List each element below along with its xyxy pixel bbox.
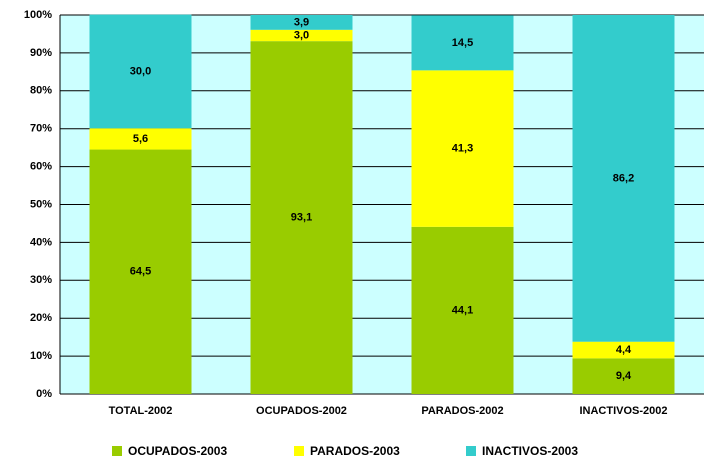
y-tick-label: 40%	[30, 236, 52, 248]
value-label: 64,5	[130, 266, 151, 278]
value-label: 4,4	[616, 344, 632, 356]
x-tick-label: OCUPADOS-2002	[256, 405, 347, 417]
value-label: 93,1	[291, 211, 312, 223]
y-tick-label: 70%	[30, 123, 52, 135]
value-label: 30,0	[130, 65, 151, 77]
x-tick-label: TOTAL-2002	[109, 405, 173, 417]
bar-segment	[572, 341, 675, 359]
value-label: 41,3	[452, 143, 473, 155]
bar-segment	[411, 226, 514, 394]
value-label: 3,9	[294, 16, 309, 28]
value-label: 9,4	[616, 370, 632, 382]
bar-segment	[89, 14, 192, 129]
x-tick-label: PARADOS-2002	[421, 405, 503, 417]
y-tick-label: 30%	[30, 274, 52, 286]
value-label: 3,0	[294, 29, 309, 41]
value-label: 44,1	[452, 304, 473, 316]
y-tick-label: 80%	[30, 85, 52, 97]
value-label: 86,2	[613, 172, 634, 184]
legend-swatch	[112, 446, 122, 456]
y-tick-label: 90%	[30, 47, 52, 59]
bar-segment	[411, 70, 514, 227]
bar-segment	[572, 15, 675, 342]
legend-label: INACTIVOS-2003	[482, 444, 578, 458]
bar-segment	[572, 358, 675, 394]
bar-segment	[250, 41, 353, 394]
y-tick-label: 0%	[36, 388, 52, 400]
bar-segment	[250, 29, 353, 42]
bar-segment	[411, 15, 514, 71]
value-label: 14,5	[452, 37, 473, 49]
value-label: 5,6	[133, 133, 148, 145]
legend-swatch	[294, 446, 304, 456]
y-tick-label: 50%	[30, 198, 52, 210]
y-tick-label: 10%	[30, 350, 52, 362]
y-tick-label: 20%	[30, 312, 52, 324]
legend-label: PARADOS-2003	[310, 444, 400, 458]
bar-segment	[250, 15, 353, 30]
x-tick-label: INACTIVOS-2002	[579, 405, 667, 417]
bar-segment	[89, 128, 192, 150]
y-tick-label: 60%	[30, 161, 52, 173]
legend-label: OCUPADOS-2003	[128, 444, 227, 458]
y-tick-label: 100%	[24, 9, 52, 21]
bar-segment	[89, 149, 192, 394]
legend-swatch	[466, 446, 476, 456]
